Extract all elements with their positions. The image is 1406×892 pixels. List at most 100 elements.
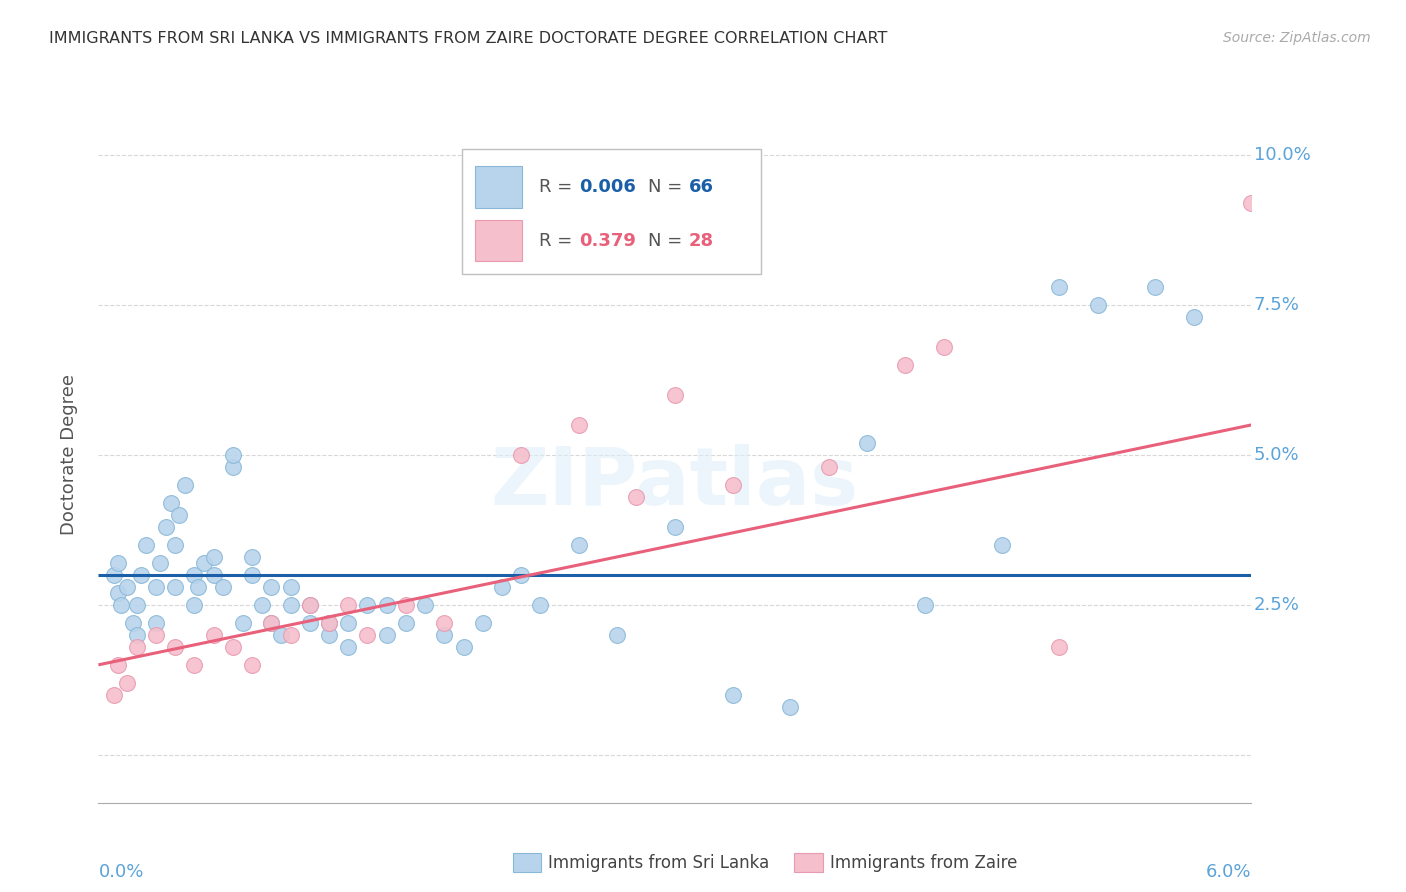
Point bbox=[1182, 310, 1205, 324]
Point bbox=[107, 586, 129, 600]
Point bbox=[165, 640, 187, 654]
Point bbox=[149, 556, 172, 570]
Point bbox=[395, 598, 418, 612]
Point bbox=[433, 615, 456, 630]
Text: 0.379: 0.379 bbox=[579, 232, 636, 250]
Point bbox=[260, 615, 283, 630]
Point bbox=[125, 628, 148, 642]
Text: 2.5%: 2.5% bbox=[1254, 596, 1299, 614]
Point bbox=[606, 628, 628, 642]
Point bbox=[231, 615, 254, 630]
Point bbox=[183, 567, 205, 582]
Point bbox=[145, 615, 167, 630]
Point bbox=[167, 508, 190, 522]
Point bbox=[356, 598, 378, 612]
Text: IMMIGRANTS FROM SRI LANKA VS IMMIGRANTS FROM ZAIRE DOCTORATE DEGREE CORRELATION : IMMIGRANTS FROM SRI LANKA VS IMMIGRANTS … bbox=[49, 31, 887, 46]
Point bbox=[1240, 196, 1263, 211]
Point bbox=[160, 496, 183, 510]
Point bbox=[222, 640, 245, 654]
Point bbox=[510, 567, 533, 582]
Bar bbox=[475, 166, 522, 208]
Point bbox=[280, 598, 302, 612]
Point bbox=[183, 598, 205, 612]
Point bbox=[298, 598, 321, 612]
Point bbox=[145, 580, 167, 594]
Point bbox=[187, 580, 209, 594]
Point bbox=[990, 538, 1012, 552]
Point bbox=[356, 628, 378, 642]
Point bbox=[270, 628, 292, 642]
Point bbox=[491, 580, 513, 594]
Point bbox=[568, 538, 591, 552]
Point bbox=[318, 615, 340, 630]
Point bbox=[453, 640, 475, 654]
Point bbox=[1047, 280, 1070, 294]
Point bbox=[856, 436, 879, 450]
Point bbox=[103, 567, 125, 582]
Point bbox=[107, 657, 129, 672]
Point bbox=[280, 580, 302, 594]
Point bbox=[193, 556, 215, 570]
Y-axis label: Doctorate Degree: Doctorate Degree bbox=[59, 375, 77, 535]
Point bbox=[433, 628, 456, 642]
Point bbox=[568, 417, 591, 432]
Point bbox=[1047, 640, 1070, 654]
Point bbox=[202, 549, 225, 564]
FancyBboxPatch shape bbox=[461, 149, 762, 274]
Point bbox=[117, 580, 139, 594]
Point bbox=[155, 520, 177, 534]
Point bbox=[122, 615, 145, 630]
Point bbox=[298, 598, 321, 612]
Point bbox=[375, 628, 398, 642]
Point bbox=[174, 478, 197, 492]
Text: R =: R = bbox=[538, 178, 578, 196]
Text: R =: R = bbox=[538, 232, 578, 250]
Text: 0.006: 0.006 bbox=[579, 178, 636, 196]
Point bbox=[260, 580, 283, 594]
Point bbox=[240, 549, 263, 564]
Point bbox=[240, 567, 263, 582]
Point bbox=[165, 580, 187, 594]
Point bbox=[395, 615, 418, 630]
Point bbox=[1087, 298, 1109, 312]
Point bbox=[125, 598, 148, 612]
Point bbox=[337, 598, 360, 612]
Point bbox=[932, 340, 955, 354]
Point bbox=[817, 459, 839, 474]
Text: 5.0%: 5.0% bbox=[1254, 446, 1299, 464]
Point bbox=[375, 598, 398, 612]
Point bbox=[129, 567, 152, 582]
Point bbox=[298, 615, 321, 630]
Point bbox=[212, 580, 235, 594]
Point bbox=[413, 598, 436, 612]
Point bbox=[240, 657, 263, 672]
Point bbox=[721, 478, 744, 492]
Point bbox=[125, 640, 148, 654]
Point bbox=[202, 567, 225, 582]
Point bbox=[1144, 280, 1167, 294]
Point bbox=[914, 598, 936, 612]
Point bbox=[337, 640, 360, 654]
Text: ZIPatlas: ZIPatlas bbox=[491, 443, 859, 522]
Point bbox=[318, 615, 340, 630]
Point bbox=[250, 598, 273, 612]
Point bbox=[626, 490, 648, 504]
Text: N =: N = bbox=[648, 232, 689, 250]
Point bbox=[135, 538, 157, 552]
Bar bbox=[475, 219, 522, 261]
Point bbox=[260, 615, 283, 630]
Text: 6.0%: 6.0% bbox=[1206, 863, 1251, 880]
Point bbox=[664, 388, 686, 402]
Point bbox=[103, 688, 125, 702]
Point bbox=[145, 628, 167, 642]
Text: 0.0%: 0.0% bbox=[98, 863, 143, 880]
Point bbox=[510, 448, 533, 462]
Point bbox=[779, 699, 801, 714]
Point bbox=[165, 538, 187, 552]
Point bbox=[202, 628, 225, 642]
Point bbox=[222, 448, 245, 462]
Text: 66: 66 bbox=[689, 178, 714, 196]
Text: 7.5%: 7.5% bbox=[1254, 296, 1299, 314]
Point bbox=[721, 688, 744, 702]
Text: Immigrants from Sri Lanka: Immigrants from Sri Lanka bbox=[548, 854, 769, 871]
